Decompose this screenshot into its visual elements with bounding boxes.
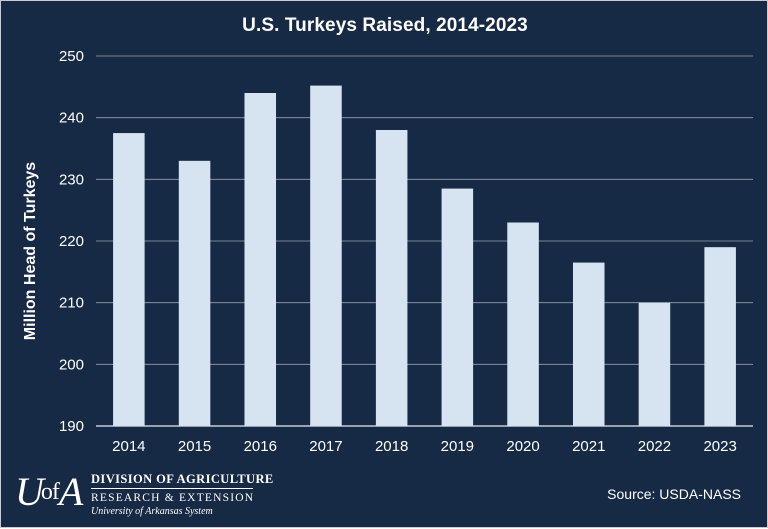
logo-research-extension: RESEARCH & EXTENSION [91,492,255,504]
logo-divider [91,488,253,489]
x-tick-label: 2023 [703,438,736,455]
logo-system: University of Arkansas System [91,506,213,517]
y-tick-labels: 190 200 210 220 230 240 250 [59,48,84,435]
university-logo: UofA DIVISION OF AGRICULTURE RESEARCH & … [15,469,273,519]
source-note: Source: USDA-NASS [607,486,741,502]
y-tick-label: 200 [59,356,84,373]
y-tick-label: 230 [59,171,84,188]
bar-2022 [638,302,671,426]
y-axis-label: Million Head of Turkeys [22,162,39,341]
bar-2015 [178,160,211,427]
bar-2021 [572,262,605,426]
bar-2014 [113,133,145,427]
x-tick-label: 2014 [112,438,145,455]
bar-2017 [310,85,342,426]
logo-mark: UofA [15,469,83,514]
x-tick-label: 2016 [244,438,277,455]
x-tick-label: 2019 [441,438,474,455]
y-tick-label: 220 [59,233,84,250]
x-tick-labels: 2014 2015 2016 2017 2018 2019 2020 2021 2022 2023 [112,438,737,455]
x-tick-label: 2018 [375,438,408,455]
y-tick-label: 250 [59,48,84,65]
y-tick-label: 190 [59,418,84,435]
x-tick-label: 2017 [309,438,342,455]
y-tick-label: 210 [59,295,84,312]
x-tick-label: 2021 [572,438,605,455]
bar-2023 [704,247,736,426]
bar-2018 [375,130,408,426]
logo-text: DIVISION OF AGRICULTURE RESEARCH & EXTEN… [91,471,274,518]
bar-2019 [441,188,474,426]
bar-2020 [507,222,539,426]
bars [113,85,736,427]
chart-title: U.S. Turkeys Raised, 2014-2023 [242,15,528,36]
x-tick-label: 2020 [506,438,539,455]
x-tick-label: 2022 [638,438,671,455]
logo-division: DIVISION OF AGRICULTURE [91,472,274,486]
bar-2016 [244,93,277,426]
y-tick-label: 240 [59,110,84,127]
x-tick-label: 2015 [178,438,211,455]
